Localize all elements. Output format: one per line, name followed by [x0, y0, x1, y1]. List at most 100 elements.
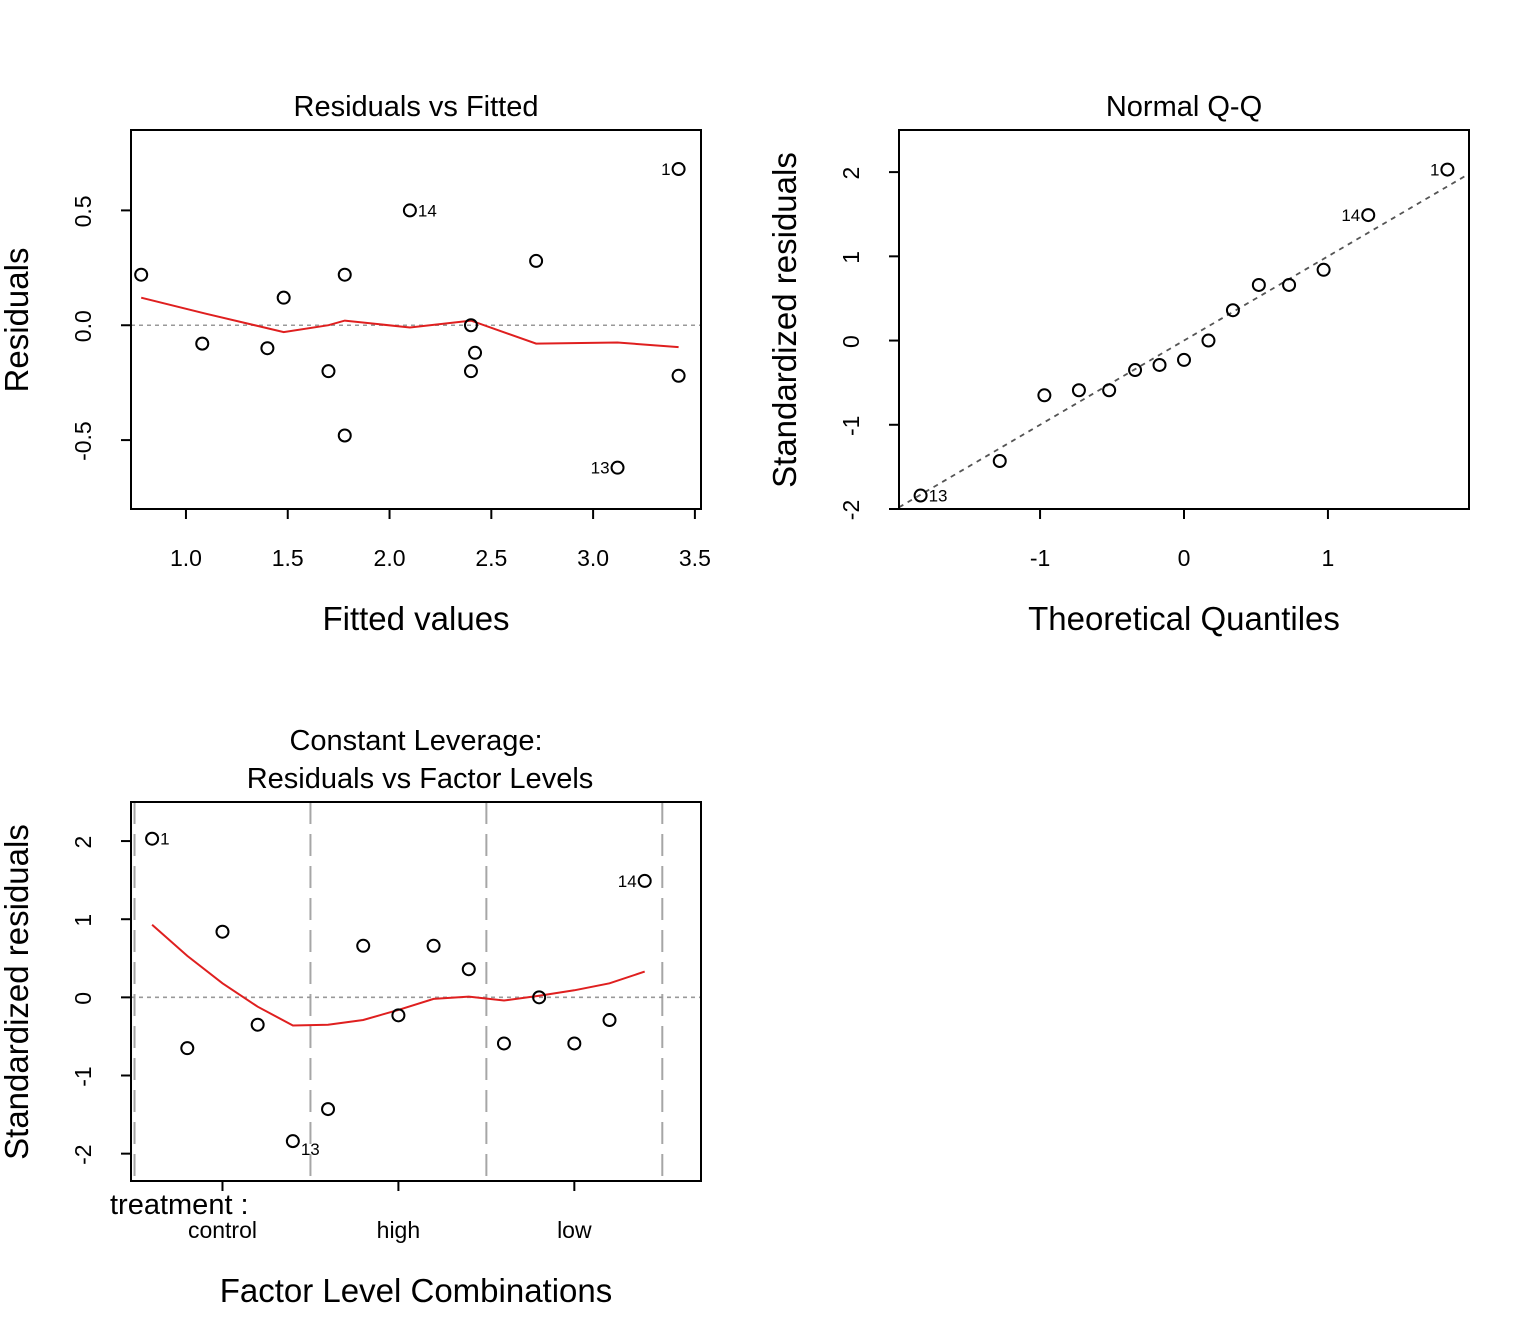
- data-point-0: [913, 488, 928, 503]
- y-tick-label-3: 1: [838, 251, 864, 264]
- data-point-1: [992, 453, 1007, 468]
- y-tick-label-0: -2: [70, 1144, 96, 1164]
- y-tick-label-2: 0: [70, 992, 96, 1005]
- factor-level-ticks: control high low: [188, 1180, 592, 1243]
- data-point-11: [532, 990, 547, 1005]
- factor-name-label: treatment :: [110, 1189, 249, 1221]
- residuals-vs-fitted-title: Residuals vs Fitted: [294, 91, 539, 123]
- y-tick-label-1: -1: [838, 416, 864, 436]
- leverage-smooth-group: [151, 923, 646, 1027]
- fitted-values-axis-label: Fitted values: [322, 600, 509, 637]
- data-point-12: [567, 1036, 582, 1051]
- data-point-1: [195, 336, 210, 351]
- theoretical-quantiles-axis-label: Theoretical Quantiles: [1028, 600, 1340, 637]
- y-tick-label-0: -0.5: [70, 421, 96, 461]
- data-point-3: [250, 1017, 265, 1032]
- point-label-1: 1: [1430, 161, 1439, 180]
- residuals-smooth-group: [140, 296, 679, 349]
- data-point-6: [356, 938, 371, 953]
- data-point-1: [180, 1041, 195, 1056]
- x-tick-label-5: 3.5: [679, 545, 711, 571]
- data-point-2: [215, 924, 230, 939]
- residuals-vs-fitted-panel: Residuals vs Fitted Fitted values Residu…: [0, 91, 711, 637]
- data-point-8: [463, 318, 478, 333]
- residuals-plot-frame: [130, 129, 702, 510]
- point-label-1: 1: [661, 160, 670, 179]
- data-point-6: [337, 428, 352, 443]
- y-tick-label-2: 0: [838, 335, 864, 348]
- factor-level-label-low: low: [557, 1217, 592, 1243]
- qq-standardized-residuals-axis-label: Standardized residuals: [766, 152, 803, 488]
- y-tick-label-4: 2: [70, 836, 96, 849]
- data-point-14: [671, 368, 686, 383]
- data-point-8: [1201, 333, 1216, 348]
- data-point-7: [1177, 352, 1191, 367]
- data-point-2: [260, 341, 275, 356]
- data-point-5: [1128, 363, 1143, 378]
- point-label-1: 1: [160, 830, 169, 849]
- leverage-standardized-residuals-axis-label: Standardized residuals: [0, 824, 35, 1160]
- constant-leverage-panel: Constant Leverage: Residuals vs Factor L…: [0, 725, 702, 1309]
- data-point-11: [529, 253, 544, 268]
- data-point-9: [461, 962, 476, 977]
- data-point-7: [391, 1008, 406, 1023]
- data-point-4: [285, 1134, 300, 1149]
- y-tick-label-2: 0.5: [70, 195, 96, 227]
- smooth-trend-line: [140, 296, 679, 349]
- data-point-0: [145, 831, 160, 846]
- data-point-10: [468, 345, 483, 360]
- point-label-14: 14: [418, 201, 437, 220]
- fitted-x-ticks: 1.0 1.5 2.0 2.5 3.0 3.5: [170, 508, 711, 571]
- x-tick-label-0: 1.0: [170, 545, 202, 571]
- factor-level-label-high: high: [377, 1217, 420, 1243]
- data-point-14: [637, 873, 652, 888]
- data-point-6: [1152, 357, 1167, 372]
- x-tick-label-2: 2.0: [374, 545, 406, 571]
- data-point-3: [1071, 383, 1086, 398]
- data-point-13: [671, 162, 686, 177]
- data-point-9: [1225, 303, 1240, 318]
- data-point-13: [602, 1013, 617, 1028]
- factor-level-combinations-axis-label: Factor Level Combinations: [220, 1272, 613, 1309]
- data-point-0: [134, 267, 149, 282]
- point-label-14: 14: [618, 872, 637, 891]
- data-point-8: [426, 938, 441, 953]
- data-point-10: [1251, 277, 1266, 292]
- qq-reference-line: [898, 173, 1470, 509]
- point-label-13: 13: [301, 1140, 320, 1159]
- normal-qq-panel: Normal Q-Q Theoretical Quantiles Standar…: [766, 91, 1470, 637]
- data-point-12: [1316, 262, 1331, 277]
- data-point-4: [1102, 383, 1117, 398]
- data-point-11: [1282, 277, 1297, 292]
- data-point-5: [337, 267, 352, 282]
- x-tick-label-1: 1.5: [272, 545, 304, 571]
- point-label-13: 13: [929, 487, 948, 506]
- y-tick-label-1: -1: [70, 1066, 96, 1086]
- qq-reference-line-group: [898, 173, 1470, 509]
- constant-leverage-title: Constant Leverage:: [289, 725, 542, 757]
- x-tick-label-3: 2.5: [475, 545, 507, 571]
- level-separators-group: [133, 802, 664, 1181]
- data-point-4: [321, 364, 336, 379]
- data-point-2: [1037, 388, 1052, 403]
- data-point-7: [402, 203, 417, 218]
- leverage-y-ticks: -2 -1 0 1 2: [70, 836, 132, 1165]
- y-tick-label-0: -2: [838, 500, 864, 520]
- constant-leverage-subtitle: Residuals vs Factor Levels: [247, 763, 594, 795]
- data-point-5: [321, 1102, 336, 1117]
- point-label-13: 13: [591, 459, 610, 478]
- leverage-plot-frame: [130, 801, 702, 1182]
- residuals-points-group: 14 13 1: [134, 160, 686, 478]
- qq-y-ticks: -2 -1 0 1 2: [838, 167, 900, 520]
- y-tick-label-3: 1: [70, 914, 96, 927]
- x-tick-label-0: -1: [1030, 545, 1050, 571]
- data-point-12: [610, 460, 625, 475]
- data-point-14: [1440, 162, 1455, 177]
- point-label-14: 14: [1341, 206, 1360, 225]
- qq-x-ticks: -1 0 1: [1030, 508, 1335, 571]
- data-point-9: [463, 364, 478, 379]
- qq-points-group: 13 14 1: [913, 161, 1455, 506]
- x-tick-label-2: 1: [1322, 545, 1335, 571]
- residuals-y-ticks: -0.5 0.0 0.5: [70, 195, 132, 461]
- normal-qq-title: Normal Q-Q: [1106, 91, 1262, 123]
